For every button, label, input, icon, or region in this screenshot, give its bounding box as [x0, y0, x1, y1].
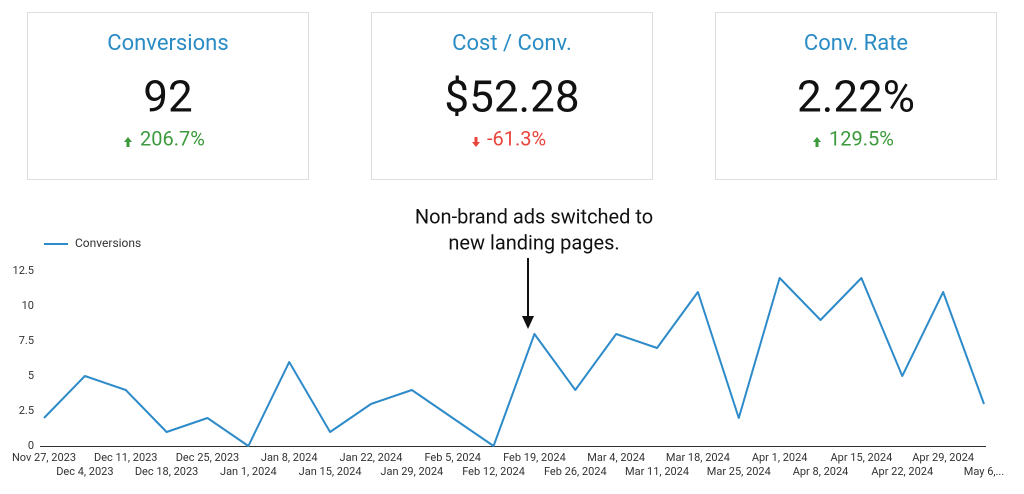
scorecard: Cost / Conv. $52.28 -61.3% — [371, 12, 653, 180]
y-tick-label: 2.5 — [19, 404, 34, 417]
x-tick-label: Jan 1, 2024 — [220, 465, 277, 478]
x-tick-label: Nov 27, 2023 — [12, 451, 76, 464]
x-tick-label: Jan 29, 2024 — [380, 465, 443, 478]
scorecard: Conv. Rate 2.22% 129.5% — [715, 12, 997, 180]
x-tick-label: Jan 15, 2024 — [299, 465, 362, 478]
card-frame — [715, 12, 997, 180]
x-tick-label: Mar 18, 2024 — [666, 451, 730, 464]
up-arrow — [813, 137, 821, 147]
annotation-arrowhead — [522, 316, 534, 329]
annotation: Non-brand ads switched to — [415, 204, 653, 228]
card-frame — [371, 12, 653, 180]
x-tick-label: Jan 22, 2024 — [340, 451, 403, 464]
card-value: 92 — [143, 71, 192, 123]
x-tick-label: Feb 12, 2024 — [462, 465, 525, 478]
x-tick-label: Feb 19, 2024 — [503, 451, 566, 464]
legend-label: Conversions — [75, 236, 141, 250]
x-tick-label: Dec 18, 2023 — [135, 465, 199, 478]
card-title: Cost / Conv. — [452, 31, 572, 56]
card-title: Conv. Rate — [804, 31, 908, 56]
x-tick-label: Apr 15, 2024 — [830, 451, 892, 464]
series-line — [43, 277, 985, 447]
x-tick-label: Apr 1, 2024 — [752, 451, 808, 464]
card-change: 129.5% — [829, 126, 894, 150]
x-tick-label: Dec 25, 2023 — [176, 451, 240, 464]
y-tick-label: 12.5 — [13, 264, 34, 277]
card-change: 206.7% — [140, 126, 205, 150]
x-tick-label: Jan 8, 2024 — [261, 451, 318, 464]
x-tick-label: Dec 11, 2023 — [94, 451, 158, 464]
annotation: new landing pages. — [448, 230, 619, 254]
card-frame — [27, 12, 309, 180]
scorecard: Conversions 92 206.7% — [27, 12, 309, 180]
card-value: $52.28 — [444, 71, 579, 123]
up-arrow — [124, 137, 132, 147]
y-tick-label: 0 — [28, 439, 34, 452]
y-tick-label: 10 — [22, 299, 34, 312]
x-tick-label: Mar 25, 2024 — [707, 465, 771, 478]
x-tick-label: Apr 22, 2024 — [871, 465, 933, 478]
x-tick-label: Mar 11, 2024 — [625, 465, 689, 478]
card-change: -61.3% — [487, 126, 546, 150]
down-arrow — [472, 137, 480, 147]
y-tick-label: 7.5 — [19, 334, 34, 347]
x-tick-label: Mar 4, 2024 — [587, 451, 645, 464]
x-tick-label: Apr 29, 2024 — [912, 451, 974, 464]
x-tick-label: Apr 8, 2024 — [793, 465, 849, 478]
card-title: Conversions — [107, 31, 228, 56]
x-tick-label: Feb 5, 2024 — [424, 451, 481, 464]
x-tick-label: May 6,... — [964, 465, 1005, 478]
x-tick-label: Dec 4, 2023 — [56, 465, 113, 478]
card-value: 2.22% — [797, 71, 915, 123]
x-tick-label: Feb 26, 2024 — [544, 465, 607, 478]
y-tick-label: 5 — [28, 369, 34, 382]
